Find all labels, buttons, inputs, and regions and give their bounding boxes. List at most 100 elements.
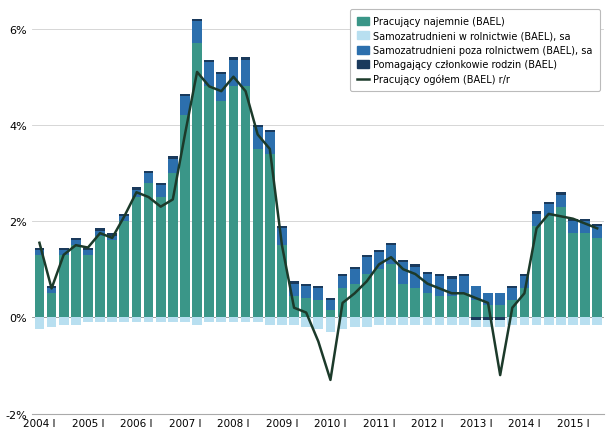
Bar (508, 318, 517, 325)
Bar (120, 214, 129, 217)
Bar (411, 289, 420, 318)
Bar (580, 318, 590, 325)
Bar (35, 250, 45, 255)
Bar (253, 150, 262, 318)
Bar (350, 270, 359, 284)
Bar (362, 274, 371, 318)
Bar (204, 318, 214, 322)
Bar (120, 217, 129, 222)
Bar (386, 318, 396, 325)
Bar (314, 286, 323, 289)
Bar (71, 238, 81, 241)
Bar (314, 289, 323, 301)
Bar (120, 222, 129, 318)
Bar (508, 286, 517, 289)
Bar (180, 97, 190, 116)
Bar (447, 277, 456, 279)
Bar (592, 238, 602, 318)
Bar (326, 318, 336, 332)
Bar (229, 87, 239, 318)
Bar (180, 94, 190, 97)
Bar (95, 318, 105, 322)
Bar (229, 61, 239, 87)
Bar (241, 61, 251, 87)
Bar (156, 318, 165, 322)
Bar (192, 318, 202, 325)
Bar (95, 231, 105, 236)
Bar (326, 299, 336, 301)
Bar (301, 286, 311, 299)
Bar (35, 255, 45, 318)
Bar (495, 306, 505, 318)
Bar (592, 227, 602, 238)
Bar (350, 267, 359, 270)
Bar (204, 87, 214, 318)
Bar (398, 284, 408, 318)
Bar (204, 63, 214, 87)
Bar (398, 263, 408, 284)
Bar (532, 212, 542, 214)
Bar (217, 75, 226, 102)
Bar (544, 205, 553, 217)
Bar (411, 318, 420, 325)
Bar (471, 286, 481, 301)
Bar (435, 318, 445, 325)
Bar (120, 318, 129, 322)
Bar (301, 318, 311, 327)
Bar (217, 102, 226, 318)
Bar (95, 229, 105, 231)
Bar (168, 157, 178, 159)
Bar (398, 318, 408, 325)
Bar (229, 58, 239, 61)
Bar (289, 296, 299, 318)
Bar (265, 130, 274, 133)
Bar (326, 301, 336, 310)
Bar (350, 318, 359, 327)
Bar (338, 318, 348, 329)
Bar (350, 284, 359, 318)
Bar (192, 44, 202, 318)
Bar (71, 246, 81, 318)
Bar (386, 243, 396, 246)
Bar (253, 125, 262, 128)
Bar (556, 207, 565, 318)
Bar (83, 250, 93, 255)
Bar (83, 248, 93, 250)
Bar (107, 236, 117, 241)
Bar (47, 294, 56, 318)
Bar (532, 227, 542, 318)
Bar (508, 289, 517, 301)
Bar (204, 61, 214, 63)
Bar (168, 318, 178, 322)
Bar (132, 318, 142, 322)
Bar (362, 318, 371, 327)
Bar (532, 214, 542, 227)
Bar (71, 241, 81, 246)
Bar (241, 87, 251, 318)
Bar (483, 306, 493, 318)
Bar (520, 277, 529, 289)
Bar (386, 246, 396, 265)
Bar (83, 318, 93, 322)
Bar (107, 233, 117, 236)
Bar (459, 294, 468, 318)
Bar (59, 248, 68, 250)
Bar (277, 227, 287, 229)
Bar (314, 301, 323, 318)
Bar (495, 294, 505, 306)
Bar (568, 318, 578, 325)
Bar (265, 318, 274, 325)
Bar (217, 318, 226, 322)
Bar (180, 116, 190, 318)
Bar (132, 197, 142, 318)
Bar (168, 174, 178, 318)
Bar (495, 318, 505, 320)
Bar (229, 318, 239, 322)
Legend: Pracujący najemnie (BAEL), Samozatrudnieni w rolnictwie (BAEL), sa, Samozatrudni: Pracujący najemnie (BAEL), Samozatrudnie… (350, 10, 600, 92)
Bar (253, 318, 262, 322)
Bar (398, 260, 408, 263)
Bar (556, 195, 565, 207)
Bar (289, 284, 299, 296)
Bar (301, 299, 311, 318)
Bar (423, 294, 432, 318)
